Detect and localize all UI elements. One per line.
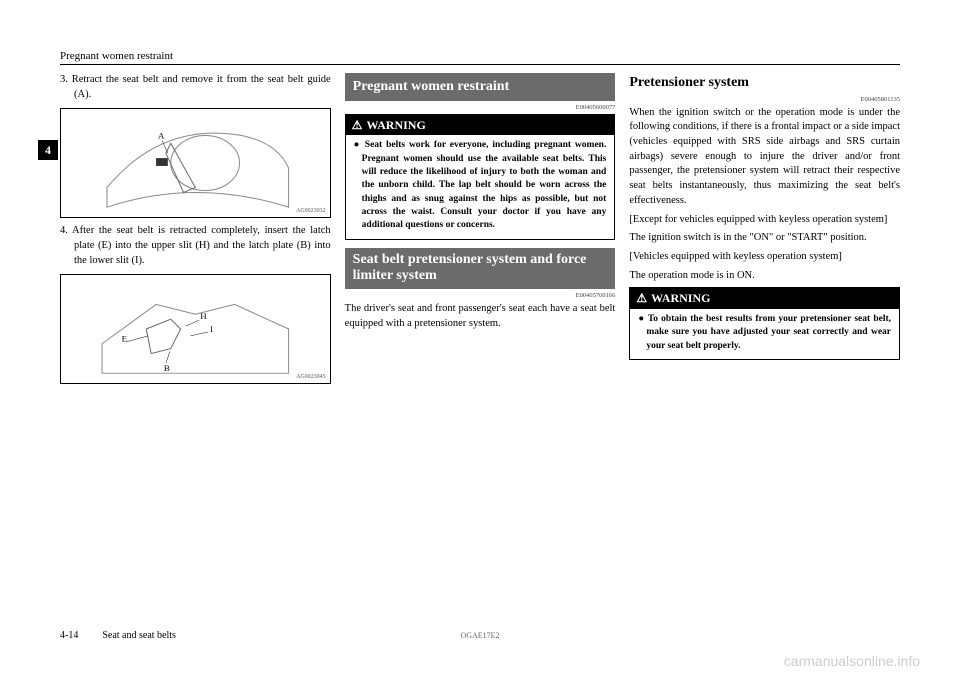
content-columns: 3. Retract the seat belt and remove it f… bbox=[60, 73, 900, 390]
figure-2: H I E B AG0023045 bbox=[60, 274, 331, 384]
warning-box-2: WARNING ● To obtain the best results fro… bbox=[629, 287, 900, 360]
step-4: 4. After the seat belt is retracted comp… bbox=[60, 224, 331, 268]
svg-text:H: H bbox=[200, 312, 207, 322]
p5: The operation mode is in ON. bbox=[629, 269, 900, 284]
p3: The ignition switch is in the "ON" or "S… bbox=[629, 231, 900, 246]
p2: [Except for vehicles equipped with keyle… bbox=[629, 213, 900, 228]
svg-text:I: I bbox=[210, 324, 213, 334]
footer-doc-id: OGAE17E2 bbox=[460, 631, 499, 640]
bullet-marker: ● bbox=[354, 140, 365, 150]
bullet-marker: ● bbox=[638, 314, 647, 324]
p4: [Vehicles equipped with keyless operatio… bbox=[629, 250, 900, 265]
warning-2-text: To obtain the best results from your pre… bbox=[646, 314, 891, 351]
column-2: Pregnant women restraint E00405600077 WA… bbox=[345, 73, 616, 390]
page: Pregnant women restraint 4 3. Retract th… bbox=[0, 0, 960, 679]
step-3: 3. Retract the seat belt and remove it f… bbox=[60, 73, 331, 102]
section-heading-pregnant: Pregnant women restraint bbox=[345, 73, 616, 101]
footer: 4-14 Seat and seat belts OGAE17E2 bbox=[60, 630, 900, 641]
subheading-pretensioner: Pretensioner system bbox=[629, 73, 900, 93]
svg-text:E: E bbox=[122, 334, 127, 344]
pretensioner-intro: The driver's seat and front passenger's … bbox=[345, 302, 616, 331]
code-3: E00405801135 bbox=[629, 95, 900, 104]
svg-text:A: A bbox=[158, 131, 165, 141]
warning-head-2: WARNING bbox=[630, 288, 899, 309]
warning-body-1: ● Seat belts work for everyone, includin… bbox=[346, 135, 615, 238]
svg-text:B: B bbox=[164, 364, 170, 374]
figure-2-label: AG0023045 bbox=[296, 373, 326, 381]
column-3: Pretensioner system E00405801135 When th… bbox=[629, 73, 900, 390]
running-header: Pregnant women restraint bbox=[60, 50, 900, 65]
warning-head-1: WARNING bbox=[346, 115, 615, 136]
p1: When the ignition switch or the operatio… bbox=[629, 106, 900, 209]
page-number: 4-14 bbox=[60, 630, 78, 641]
chapter-tab: 4 bbox=[38, 140, 58, 160]
figure-1-label: AG0023032 bbox=[296, 207, 326, 215]
code-2: E00405700166 bbox=[345, 291, 616, 300]
warning-box-1: WARNING ● Seat belts work for everyone, … bbox=[345, 114, 616, 240]
section-heading-pretensioner-system: Seat belt pretensioner system and force … bbox=[345, 248, 616, 290]
watermark: carmanualsonline.info bbox=[784, 653, 920, 669]
footer-section: Seat and seat belts bbox=[102, 630, 176, 641]
warning-1-text: Seat belts work for everyone, including … bbox=[362, 140, 607, 230]
warning-body-2: ● To obtain the best results from your p… bbox=[630, 309, 899, 359]
figure-1: A AG0023032 bbox=[60, 108, 331, 218]
code-1: E00405600077 bbox=[345, 103, 616, 112]
column-1: 3. Retract the seat belt and remove it f… bbox=[60, 73, 331, 390]
